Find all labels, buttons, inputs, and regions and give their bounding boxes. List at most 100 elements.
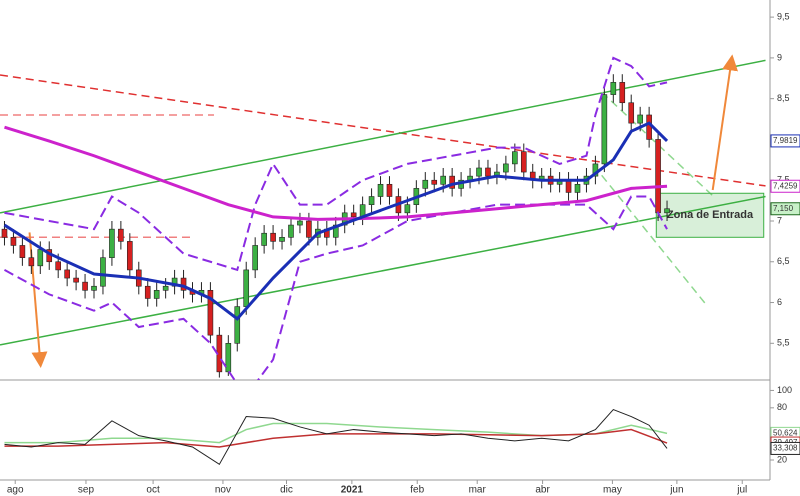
price-label-box [770,179,800,193]
candle-body [503,163,509,173]
candle-body [109,228,115,258]
price-label: 7,9819 [773,136,798,145]
candle-body [485,167,491,177]
candle-body [279,236,285,242]
candle-body [73,277,79,283]
candle-body [100,257,106,287]
candle-body [350,212,357,218]
y-tick-label: 7,5 [777,175,790,185]
y-tick-label: 8,5 [777,93,790,103]
candle-body [646,114,652,140]
axes: 5,566,577,588,599,5agosepoctnovdic2021fe… [7,11,800,496]
candle-body [288,224,294,238]
x-tick-label: may [603,485,622,496]
trend-line [601,174,708,306]
candle-body [153,290,160,299]
y-tick-label: 5,5 [777,338,790,348]
candle-body [64,269,70,279]
price-label-box [770,202,800,216]
candle-body [422,179,429,189]
candle-body [261,232,267,246]
x-tick-label: dic [280,485,293,496]
indicator-line [4,56,668,272]
x-tick-label: 2021 [341,485,364,496]
x-tick-label: abr [535,485,550,496]
candle-body [449,175,455,189]
indicator-line [3,121,669,321]
x-tick-label: feb [410,485,424,496]
candle-body [180,277,187,291]
x-tick-label: jul [736,485,747,496]
y-tick-label: 20 [777,454,787,464]
x-tick-label: sep [78,485,95,496]
candle-body [127,241,133,271]
candle-body [610,82,617,95]
x-tick-label: ago [7,485,24,496]
y-tick-label: 80 [777,402,787,412]
x-tick-label: mar [469,485,487,496]
trend-line [0,59,766,214]
y-tick-label: 100 [777,385,792,395]
price-label: 50,624 [773,428,798,437]
candle-body [55,261,61,271]
price-label-box [770,441,800,455]
candle-body [332,224,339,238]
candle-body [664,208,670,214]
x-tick-label: oct [146,485,160,496]
candle-body [19,245,26,258]
candle-body [171,277,178,287]
candle-body [574,183,581,193]
candle-body [118,228,124,242]
candle-body [82,281,88,291]
candle-body [234,306,241,344]
candle-body [207,290,214,336]
y-tick-label: 6,5 [777,256,790,266]
y-tick-label: 6 [777,297,782,307]
candle-body [440,175,446,185]
price-label: 7,150 [773,204,794,213]
y-tick-label: 9,5 [777,11,790,21]
candle-body [565,179,572,193]
indicator-line [4,428,668,448]
candle-body [628,102,635,124]
candle-body [512,151,518,165]
candle-body [431,179,438,185]
candle-body [243,269,250,307]
oscillator-panel [4,408,668,466]
candle-body [162,285,169,291]
candle-body [252,245,258,271]
candle-body [37,249,44,267]
candle-body [91,285,97,291]
price-label: 7,4259 [773,181,798,190]
price-label: 33,308 [773,444,798,453]
zone-label: Zona de Entrada [667,209,754,221]
price-label-box [770,134,800,148]
indicator-line [3,195,668,380]
trend-line [0,74,766,187]
candle-body [637,114,643,124]
y-tick-label: 7 [777,215,782,225]
candle-body [225,343,232,373]
candle-body [297,220,303,226]
x-tick-label: nov [215,485,231,496]
candle-body [1,228,8,238]
x-tick-label: jun [669,485,683,496]
y-tick-label: 9 [777,52,782,62]
arrow [711,54,738,191]
candle-body [28,257,35,267]
candle-body [601,94,608,165]
candle-body [404,204,411,214]
indicator-line [4,125,668,221]
candle-body [306,220,312,238]
price-panel: Zona de Entrada [0,54,766,380]
candle-body [270,232,276,242]
candle-body [368,196,375,205]
candle-body [10,236,17,246]
candle-body [377,183,384,197]
candle-body [619,82,626,104]
entry-zone [655,192,765,238]
candle-body [655,139,661,214]
candle-body [476,167,482,177]
